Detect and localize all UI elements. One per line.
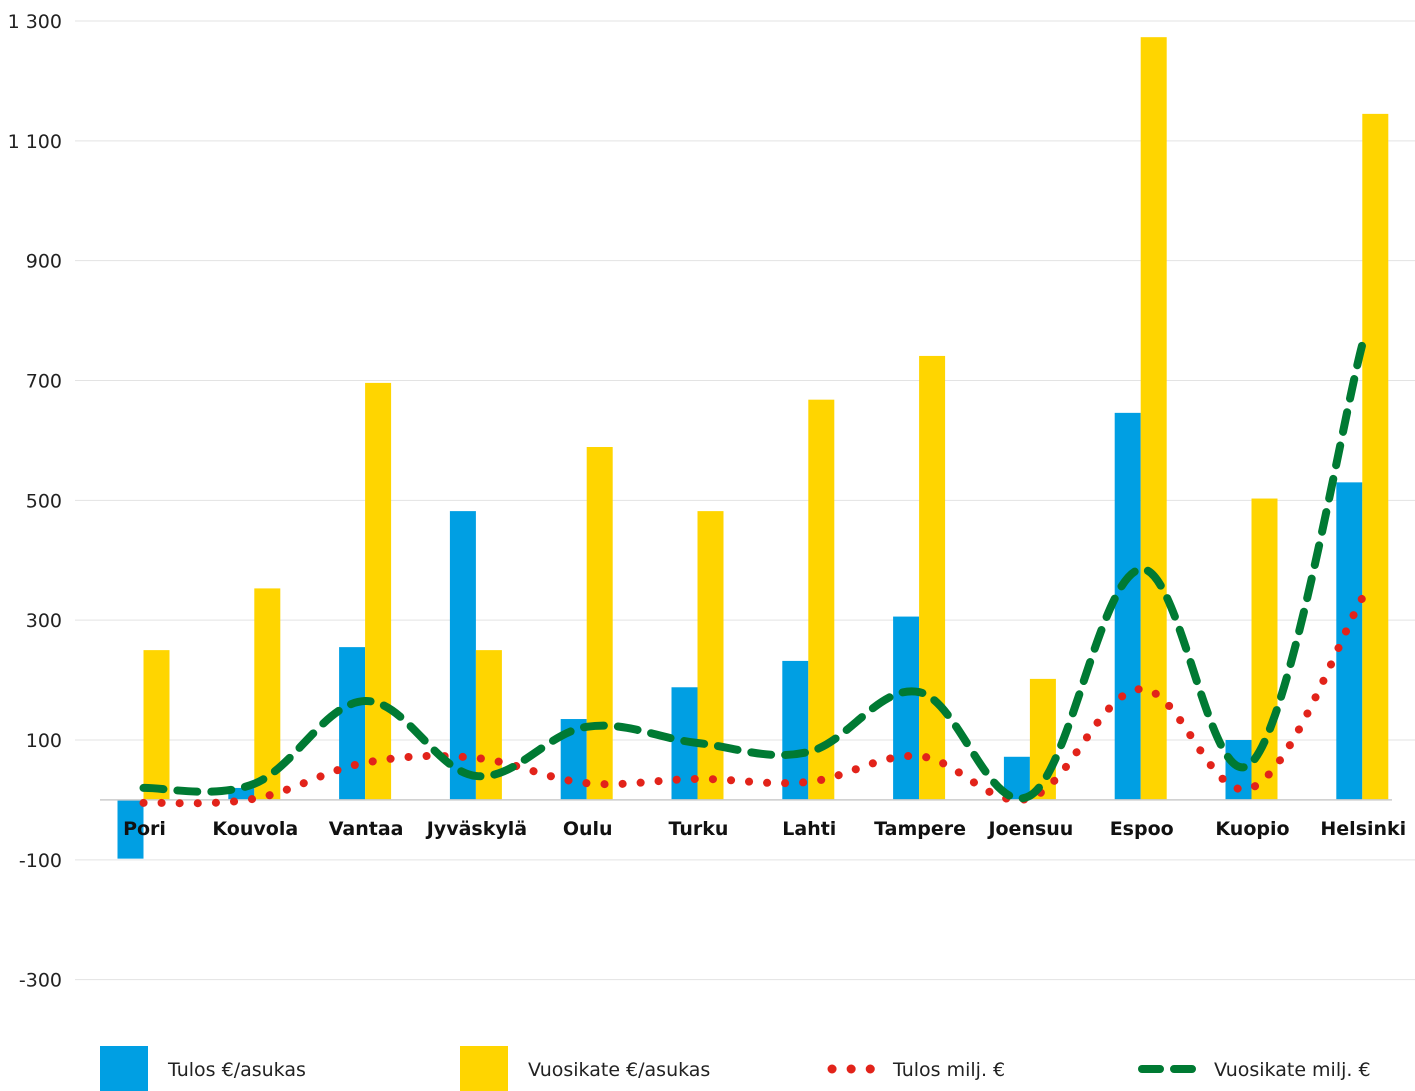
legend-item-vuosikate-asukas: Vuosikate €/asukas <box>460 1046 710 1091</box>
line-vuosikate-milj <box>139 340 1367 803</box>
legend-label: Vuosikate milj. € <box>1214 1059 1371 1081</box>
y-tick-label: -300 <box>19 970 62 992</box>
bar-vuosikate-asukas-tampere <box>919 355 946 800</box>
y-tick-label: 100 <box>26 730 62 752</box>
bar-vuosikate-asukas-kouvola <box>254 588 281 800</box>
y-tick-label: 1 300 <box>8 11 62 33</box>
legend-label: Tulos €/asukas <box>167 1059 306 1081</box>
y-tick-label: -100 <box>19 850 62 872</box>
legend-label: Tulos milj. € <box>892 1059 1005 1081</box>
bar-tulos-asukas-helsinki <box>1336 482 1363 800</box>
y-tick-label: 300 <box>26 610 62 632</box>
grid-lines <box>75 20 1415 981</box>
bar-tulos-asukas-pori <box>117 799 144 859</box>
y-axis-ticks: 1 300 1 100 900 700 500 300 100 -100 -300 <box>8 11 62 992</box>
x-category-turku: Turku <box>669 818 729 840</box>
legend: Tulos €/asukas Vuosikate €/asukas Tulos mi… <box>100 1046 1371 1091</box>
x-category-joensuu: Joensuu <box>986 818 1073 840</box>
x-category-espoo: Espoo <box>1110 818 1174 840</box>
bar-tulos-asukas-kouvola <box>228 787 255 800</box>
legend-label: Vuosikate €/asukas <box>528 1059 710 1081</box>
x-category-jyvaskyla: Jyväskylä <box>425 818 527 840</box>
bar-tulos-asukas-jyvaskyla <box>449 511 476 800</box>
legend-item-tulos-milj: Tulos milj. € <box>827 1059 1005 1081</box>
line-tulos-milj <box>139 593 1367 808</box>
bar-vuosikate-asukas-helsinki <box>1362 113 1389 800</box>
legend-swatch <box>460 1046 508 1091</box>
x-category-kuopio: Kuopio <box>1215 818 1289 840</box>
x-category-helsinki: Helsinki <box>1320 818 1406 840</box>
bar-vuosikate-asukas-espoo <box>1140 37 1167 800</box>
x-category-kouvola: Kouvola <box>212 818 298 840</box>
bar-vuosikate-asukas-lahti <box>808 399 835 800</box>
bar-vuosikate-asukas-pori <box>143 650 170 800</box>
y-tick-label: 1 100 <box>8 131 62 153</box>
x-axis-categories: Pori Kouvola Vantaa Jyväskylä Oulu Turku Lahti… <box>123 818 1406 840</box>
y-tick-label: 700 <box>26 371 62 393</box>
y-tick-label: 900 <box>26 251 62 273</box>
x-category-pori: Pori <box>123 818 166 840</box>
bar-vuosikate-asukas-vantaa <box>365 382 392 800</box>
x-category-vantaa: Vantaa <box>329 818 404 840</box>
legend-item-tulos-asukas: Tulos €/asukas <box>100 1046 306 1091</box>
legend-item-vuosikate-milj: Vuosikate milj. € <box>1138 1059 1371 1081</box>
bar-tulos-asukas-tampere <box>893 616 920 800</box>
x-category-lahti: Lahti <box>782 818 836 840</box>
bar-vuosikate-asukas-oulu <box>586 447 613 800</box>
legend-swatch <box>100 1046 148 1091</box>
bar-tulos-asukas-lahti <box>782 660 809 800</box>
bar-tulos-asukas-vantaa <box>339 647 366 800</box>
x-category-oulu: Oulu <box>563 818 613 840</box>
bar-tulos-asukas-espoo <box>1114 412 1141 800</box>
bar-vuosikate-asukas-turku <box>697 511 724 800</box>
y-tick-label: 500 <box>26 490 62 512</box>
lines <box>139 340 1367 808</box>
x-category-tampere: Tampere <box>874 818 966 840</box>
